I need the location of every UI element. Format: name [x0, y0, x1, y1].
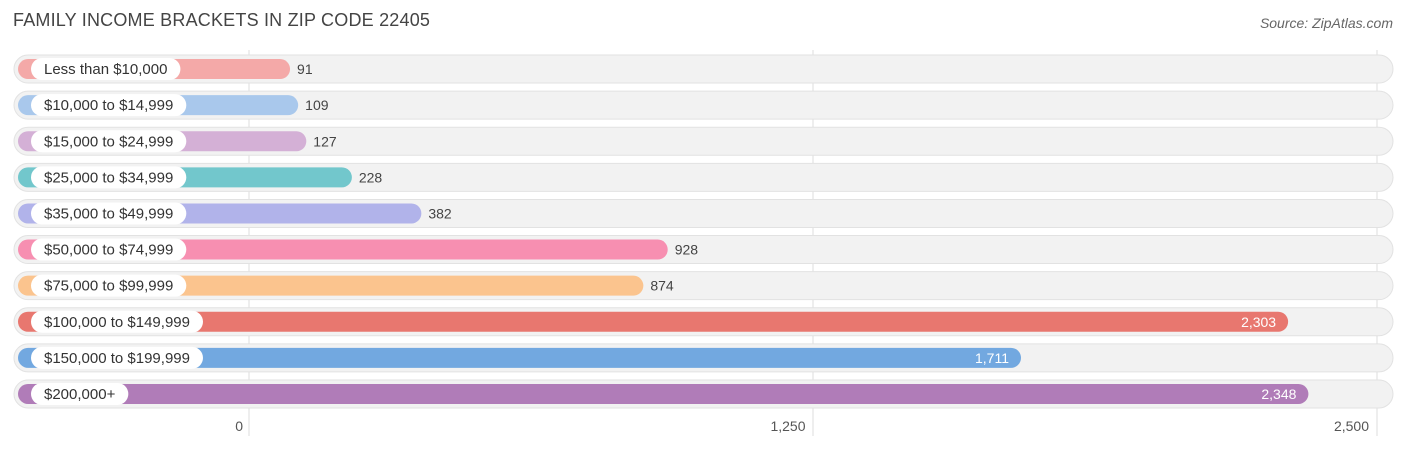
value-label: 127	[313, 133, 337, 149]
value-label: 2,303	[1241, 314, 1276, 330]
category-label-pill	[31, 382, 129, 405]
value-label: 228	[359, 169, 383, 185]
bar	[18, 347, 1022, 368]
category-label: $10,000 to $14,999	[44, 97, 173, 114]
category-label-pill	[31, 166, 187, 189]
row-track	[13, 126, 1394, 156]
source-label: Source: ZipAtlas.com	[1259, 15, 1393, 31]
category-label-pill	[31, 238, 187, 261]
row-track	[13, 54, 1394, 84]
value-label: 91	[297, 61, 313, 77]
bar	[18, 383, 1309, 404]
tick-label: 0	[235, 418, 243, 434]
value-label: 109	[305, 97, 329, 113]
value-label: 2,348	[1261, 386, 1296, 402]
category-label: $200,000+	[44, 386, 116, 403]
row-track	[13, 90, 1394, 120]
category-label: Less than $10,000	[44, 61, 167, 78]
category-label-pill	[31, 346, 203, 369]
category-label: $100,000 to $149,999	[44, 314, 190, 331]
category-label: $25,000 to $34,999	[44, 169, 173, 186]
category-label: $50,000 to $74,999	[44, 242, 173, 259]
value-label: 1,711	[975, 350, 1009, 366]
category-label: $35,000 to $49,999	[44, 205, 173, 222]
category-label-pill	[31, 310, 203, 333]
tick-label: 1,250	[770, 418, 805, 434]
bar	[18, 311, 1289, 332]
value-label: 928	[675, 242, 699, 258]
x-axis: 0 1,250 2,500	[235, 418, 1369, 434]
category-label-pill	[31, 130, 187, 153]
category-label: $75,000 to $99,999	[44, 278, 173, 295]
category-label-pill	[31, 202, 187, 225]
category-label-pill	[31, 58, 181, 81]
row-track	[13, 162, 1394, 192]
bar-rows: Less than $10,000 91 $10,000 to $14,999 109…	[13, 54, 1394, 409]
category-label: $15,000 to $24,999	[44, 133, 173, 150]
category-label: $150,000 to $199,999	[44, 350, 190, 367]
category-label-pill	[31, 274, 187, 297]
category-label-pill	[31, 94, 187, 117]
value-label: 874	[650, 278, 674, 294]
tick-label: 2,500	[1334, 418, 1369, 434]
value-label: 382	[428, 205, 452, 221]
chart-title: FAMILY INCOME BRACKETS IN ZIP CODE 22405	[13, 10, 431, 30]
